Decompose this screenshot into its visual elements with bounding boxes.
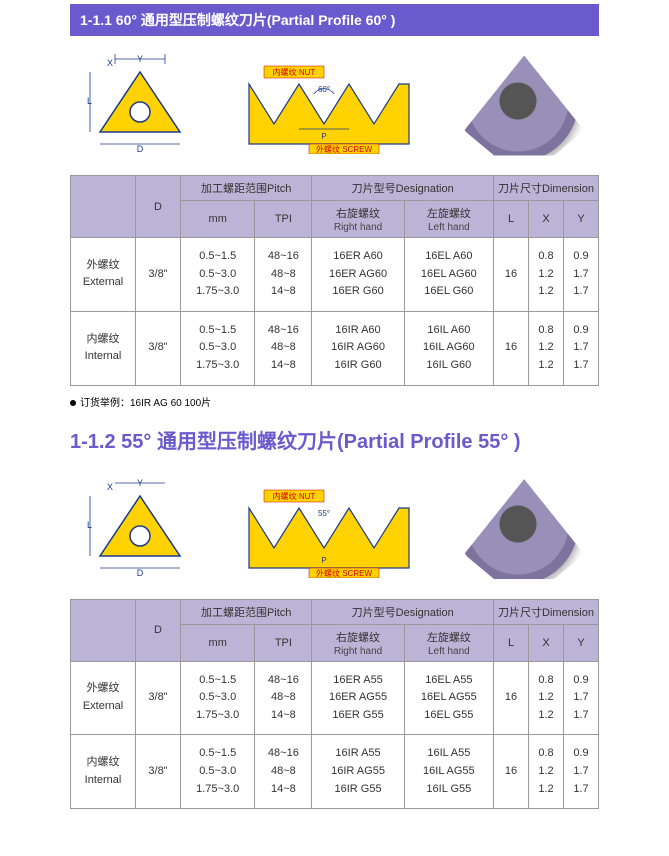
thread-profile-diagram: 内螺纹 NUT 60° P 外螺纹 SCREW bbox=[244, 54, 414, 157]
svg-text:内螺纹 NUT: 内螺纹 NUT bbox=[273, 67, 316, 77]
th-dim: 刀片尺寸Dimension bbox=[494, 176, 599, 201]
section1-diagrams: Y X L D 内螺纹 NUT 60° P 外螺纹 SCREW bbox=[0, 36, 669, 175]
svg-text:X: X bbox=[107, 482, 113, 492]
th-x: X bbox=[529, 201, 564, 238]
th-rh: 右旋螺纹Right hand bbox=[312, 201, 404, 238]
svg-text:外螺纹 SCREW: 外螺纹 SCREW bbox=[316, 568, 372, 578]
th-tpi: TPI bbox=[255, 624, 312, 661]
th-pitch: 加工螺距范围Pitch bbox=[181, 176, 312, 201]
section1-table: D 加工螺距范围Pitch 刀片型号Designation 刀片尺寸Dimens… bbox=[70, 175, 599, 386]
section2-header: 1-1.2 55° 通用型压制螺纹刀片(Partial Profile 55° … bbox=[0, 409, 669, 460]
table-row: 内螺纹Internal 3/8" 0.5~1.5 0.5~3.0 1.75~3.… bbox=[71, 735, 599, 809]
th-lh: 左旋螺纹Left hand bbox=[404, 201, 493, 238]
insert-photo bbox=[464, 56, 584, 156]
svg-text:X: X bbox=[107, 58, 113, 68]
thread-profile-diagram: 内螺纹 NUT 55° P 外螺纹 SCREW bbox=[244, 478, 414, 581]
th-x: X bbox=[529, 624, 564, 661]
svg-text:D: D bbox=[137, 568, 144, 578]
th-type bbox=[71, 176, 136, 238]
th-desig: 刀片型号Designation bbox=[312, 176, 494, 201]
svg-text:Y: Y bbox=[137, 54, 143, 64]
th-l: L bbox=[494, 201, 529, 238]
th-desig: 刀片型号Designation bbox=[312, 599, 494, 624]
svg-text:内螺纹 NUT: 内螺纹 NUT bbox=[273, 491, 316, 501]
insert-dimension-diagram: Y X L D bbox=[85, 478, 195, 581]
table-row: 外螺纹External 3/8" 0.5~1.5 0.5~3.0 1.75~3.… bbox=[71, 238, 599, 312]
th-type bbox=[71, 599, 136, 661]
th-pitch: 加工螺距范围Pitch bbox=[181, 599, 312, 624]
th-rh: 右旋螺纹Right hand bbox=[312, 624, 404, 661]
table-row: 外螺纹External 3/8" 0.5~1.5 0.5~3.0 1.75~3.… bbox=[71, 661, 599, 735]
svg-text:55°: 55° bbox=[318, 509, 330, 518]
th-y: Y bbox=[564, 201, 599, 238]
svg-text:Y: Y bbox=[137, 478, 143, 488]
svg-text:60°: 60° bbox=[318, 85, 330, 94]
section1-note: 订货举例：16IR AG 60 100片 bbox=[0, 386, 669, 409]
th-tpi: TPI bbox=[255, 201, 312, 238]
th-dim: 刀片尺寸Dimension bbox=[494, 599, 599, 624]
th-mm: mm bbox=[181, 201, 255, 238]
th-lh: 左旋螺纹Left hand bbox=[404, 624, 493, 661]
section2-table: D 加工螺距范围Pitch 刀片型号Designation 刀片尺寸Dimens… bbox=[70, 599, 599, 810]
section1-header: 1-1.1 60° 通用型压制螺纹刀片(Partial Profile 60° … bbox=[70, 4, 599, 36]
section2-diagrams: Y X L D 内螺纹 NUT 55° P 外螺纹 SCREW bbox=[0, 460, 669, 599]
svg-text:外螺纹 SCREW: 外螺纹 SCREW bbox=[316, 144, 372, 154]
svg-text:P: P bbox=[322, 132, 327, 141]
th-mm: mm bbox=[181, 624, 255, 661]
svg-text:L: L bbox=[87, 96, 92, 106]
th-d: D bbox=[136, 176, 181, 238]
th-l: L bbox=[494, 624, 529, 661]
th-y: Y bbox=[564, 624, 599, 661]
svg-text:L: L bbox=[87, 520, 92, 530]
table-row: 内螺纹Internal 3/8" 0.5~1.5 0.5~3.0 1.75~3.… bbox=[71, 311, 599, 385]
insert-photo bbox=[464, 479, 584, 579]
th-d: D bbox=[136, 599, 181, 661]
insert-dimension-diagram: Y X L D bbox=[85, 54, 195, 157]
svg-text:D: D bbox=[137, 144, 144, 154]
svg-text:P: P bbox=[322, 556, 327, 565]
